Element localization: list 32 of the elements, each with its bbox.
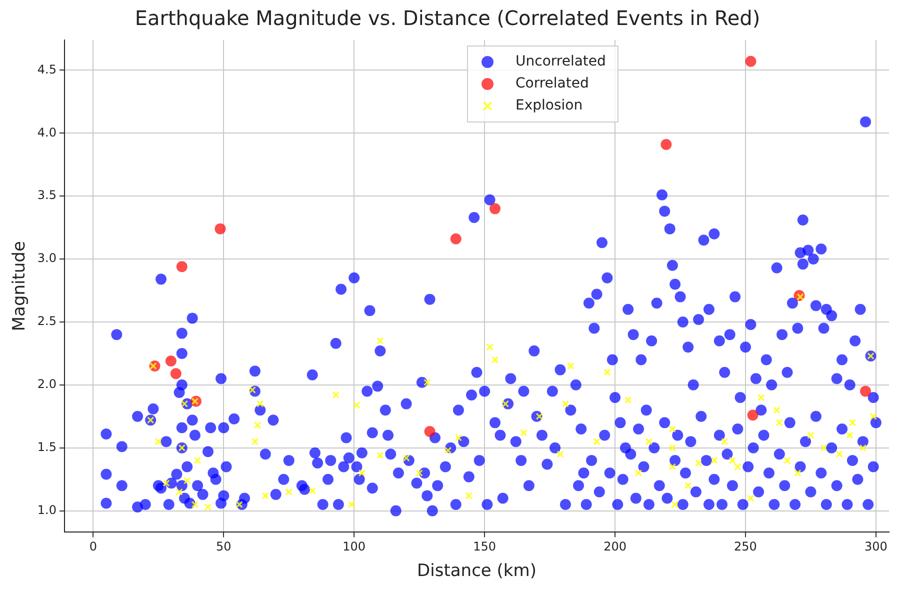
- point: [490, 203, 501, 214]
- y-tick-label: 2.0: [37, 377, 56, 392]
- x-tick-label: 50: [216, 540, 232, 554]
- y-axis-title: Magnitude: [10, 241, 30, 332]
- point: [170, 368, 182, 380]
- x-tick-label: 100: [342, 540, 366, 554]
- y-tick-label: 4.0: [37, 125, 56, 140]
- x-tick-label: 150: [473, 540, 496, 554]
- y-tick-label: 1.5: [37, 440, 56, 454]
- y-tick-label: 2.5: [37, 314, 56, 328]
- y-tick-label: 3.5: [37, 188, 56, 202]
- chart-title: Earthquake Magnitude vs. Distance (Correlated Events in Red): [134, 6, 760, 30]
- point: [424, 426, 436, 437]
- legend-label: Explosion: [515, 98, 583, 114]
- point: [747, 410, 758, 421]
- point: [745, 56, 756, 67]
- point: [214, 223, 226, 234]
- y-tick-label: 4.5: [37, 62, 56, 76]
- legend-label: Uncorrelated: [515, 54, 606, 70]
- point: [860, 386, 872, 397]
- y-tick-label: 3.0: [37, 251, 56, 266]
- point: [450, 233, 462, 244]
- point: [176, 261, 188, 272]
- x-axis-title: Distance (km): [417, 561, 536, 582]
- point: [660, 138, 672, 150]
- y-tick-label: 1.0: [37, 502, 56, 517]
- point: [165, 356, 176, 366]
- x-tick-label: 250: [734, 540, 757, 554]
- x-tick-label: 0: [89, 540, 98, 554]
- legend-label: Correlated: [515, 76, 589, 92]
- x-tick-label: 200: [604, 540, 626, 554]
- x-tick-label: 300: [864, 540, 888, 554]
